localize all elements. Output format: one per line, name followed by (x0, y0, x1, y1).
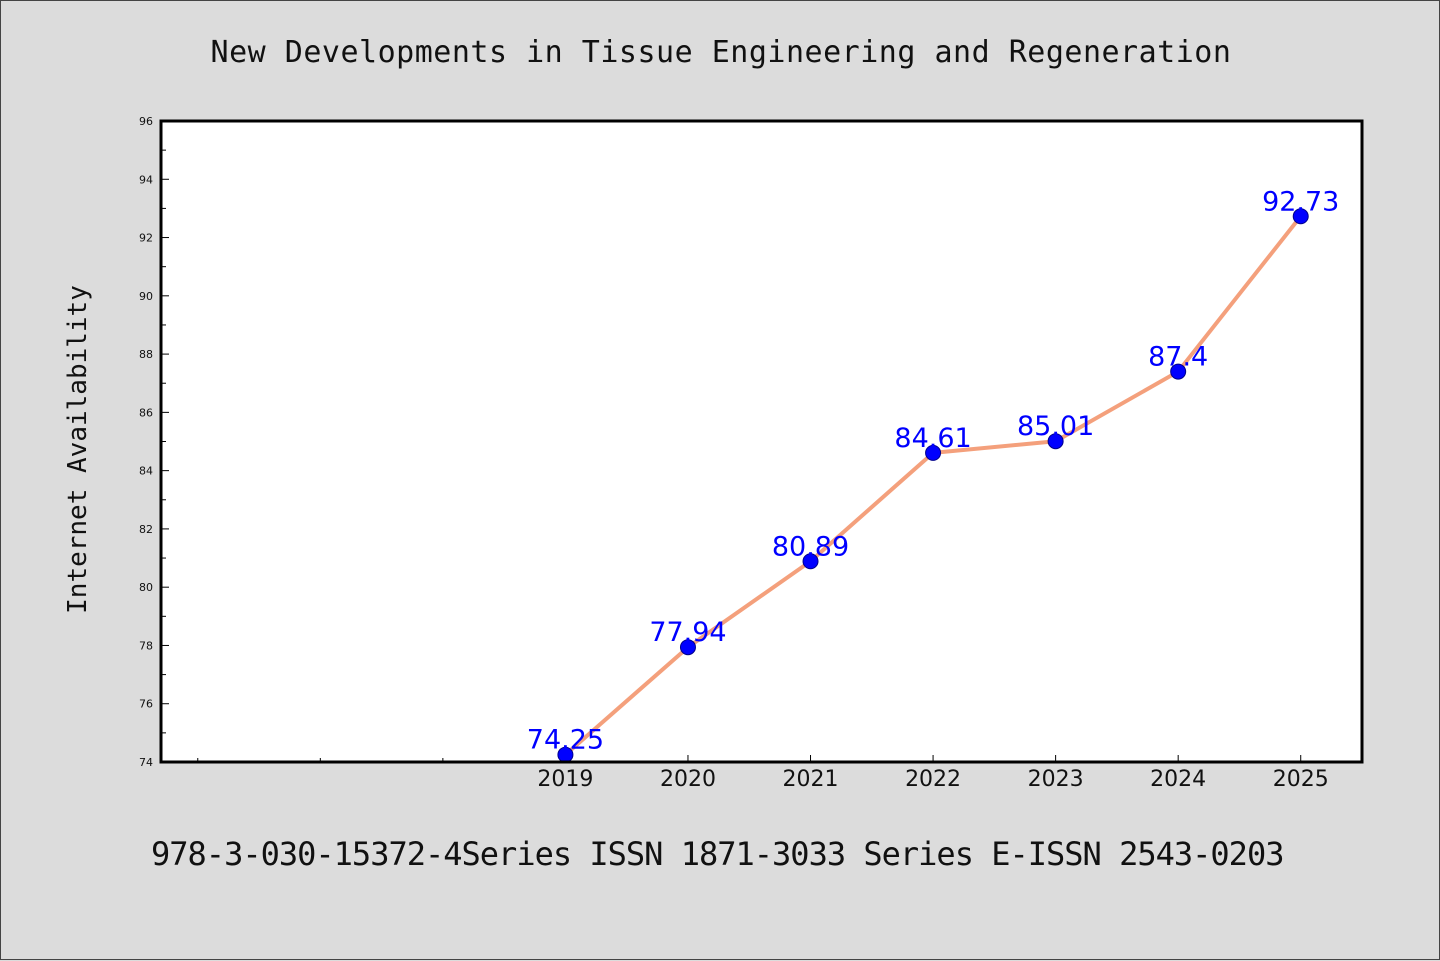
y-tick-label: 96 (139, 115, 153, 128)
x-tick-label: 2023 (1028, 767, 1084, 792)
y-tick-label: 84 (139, 465, 153, 478)
data-label: 84.61 (894, 423, 971, 454)
data-label: 77.94 (649, 617, 726, 648)
y-tick-label: 90 (139, 290, 153, 303)
data-point (679, 639, 696, 656)
y-tick-label: 92 (139, 232, 153, 245)
data-point (1170, 363, 1187, 380)
data-label: 92.73 (1262, 186, 1339, 217)
data-label: 74.25 (527, 725, 604, 756)
x-tick-label: 2024 (1150, 767, 1206, 792)
y-tick-label: 76 (139, 698, 153, 711)
x-tick-label: 2021 (783, 767, 839, 792)
y-tick-label: 82 (139, 523, 153, 536)
data-label: 80.89 (772, 531, 849, 562)
y-tick-label: 74 (139, 756, 153, 769)
data-point (802, 553, 819, 570)
y-axis-label: Internet Availability (63, 285, 93, 614)
y-tick-label: 86 (139, 406, 153, 419)
y-tick-label: 80 (139, 581, 153, 594)
x-tick-label: 2020 (660, 767, 716, 792)
chart-title: New Developments in Tissue Engineering a… (210, 35, 1232, 70)
data-label: 85.01 (1017, 411, 1094, 442)
y-tick-label: 88 (139, 348, 153, 361)
plot-area (161, 121, 1362, 762)
data-label: 87.4 (1148, 342, 1208, 373)
x-tick-label: 2022 (905, 767, 961, 792)
y-tick-label: 94 (139, 173, 153, 186)
plot-border (159, 119, 1364, 764)
data-point (1047, 433, 1064, 450)
y-tick-label: 78 (139, 639, 153, 652)
data-point (1292, 208, 1309, 225)
footer-isbn-issn: 978-3-030-15372-4Series ISSN 1871-3033 S… (151, 835, 1284, 873)
x-tick-label: 2019 (537, 767, 593, 792)
data-point (925, 444, 942, 461)
x-tick-label: 2025 (1273, 767, 1329, 792)
